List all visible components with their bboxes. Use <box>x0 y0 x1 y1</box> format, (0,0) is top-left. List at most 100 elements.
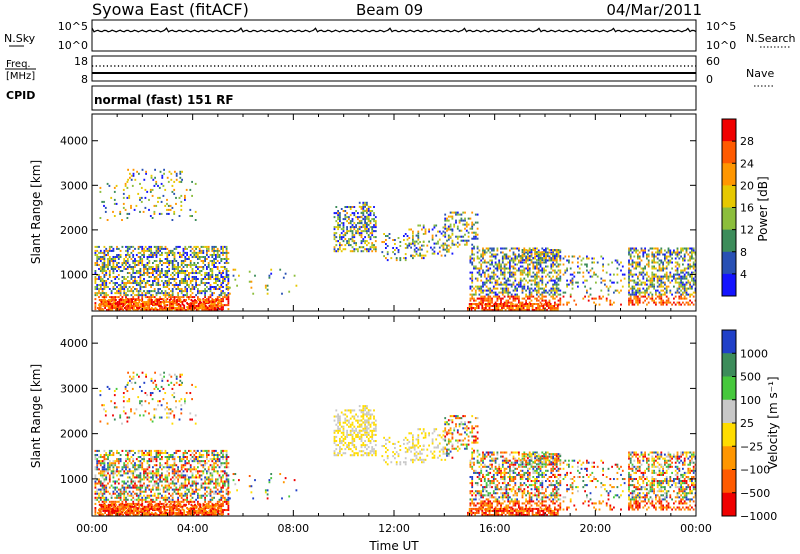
power-cell <box>491 261 493 264</box>
power-cell <box>683 295 686 298</box>
power-cell <box>539 297 542 300</box>
velocity-cell <box>112 507 115 510</box>
power-cell <box>665 271 668 274</box>
power-cell <box>545 285 547 288</box>
power-cell <box>513 309 516 312</box>
power-cell <box>534 275 536 278</box>
velocity-cell <box>108 478 111 481</box>
power-cell <box>193 249 196 252</box>
power-cell <box>433 224 436 227</box>
velocity-cell <box>99 484 102 487</box>
power-cell <box>526 305 529 308</box>
velocity-cell <box>146 452 149 455</box>
velocity-cell <box>126 476 129 479</box>
power-cell <box>223 245 226 248</box>
power-cell <box>691 279 693 282</box>
power-cell <box>509 261 511 264</box>
power-cell <box>124 182 127 185</box>
power-cell <box>189 208 192 211</box>
power-cell <box>404 243 407 246</box>
power-cell <box>554 301 556 304</box>
velocity-cell <box>114 486 117 489</box>
power-cell <box>367 228 370 231</box>
power-cell <box>517 305 520 308</box>
power-cell <box>488 305 491 308</box>
power-cell <box>349 220 352 223</box>
power-cell <box>108 262 111 265</box>
power-cell <box>410 254 412 257</box>
power-cell <box>353 226 356 229</box>
power-cell <box>152 280 154 283</box>
power-cell <box>128 266 131 269</box>
power-cell <box>104 307 106 310</box>
power-cell <box>422 226 425 229</box>
velocity-cell <box>96 488 99 491</box>
power-cell <box>453 243 456 246</box>
power-cell <box>665 303 668 306</box>
power-cell <box>689 267 691 270</box>
power-cell <box>371 218 374 221</box>
power-cell <box>673 285 675 288</box>
power-cell <box>431 234 434 237</box>
power-cell <box>555 265 558 268</box>
power-cell <box>496 249 499 252</box>
power-cell <box>344 210 347 213</box>
power-cell <box>469 287 472 290</box>
power-cell <box>489 301 492 304</box>
power-cell <box>134 276 136 279</box>
power-cell <box>189 260 192 263</box>
power-cell <box>227 294 230 297</box>
velocity-cell <box>139 480 142 483</box>
power-cell <box>197 278 199 281</box>
power-cell <box>164 270 167 273</box>
power-cell <box>404 259 407 262</box>
power-cell <box>537 285 540 288</box>
power-cell <box>173 286 176 289</box>
power-cell <box>628 249 630 252</box>
power-cell <box>189 215 192 218</box>
power-cell <box>691 287 693 290</box>
power-cell <box>521 285 524 288</box>
velocity-cell <box>110 464 113 467</box>
power-cell <box>545 299 547 302</box>
power-cell <box>496 247 499 250</box>
power-cell <box>620 261 622 264</box>
power-cell <box>413 248 416 251</box>
power-cell <box>683 253 686 256</box>
power-cell <box>182 294 185 297</box>
power-cell <box>509 269 511 272</box>
power-cell <box>637 283 639 286</box>
power-cell <box>227 288 229 291</box>
power-cell <box>126 217 129 220</box>
power-cell <box>683 273 686 276</box>
velocity-cell <box>94 474 97 477</box>
power-cell <box>188 305 191 308</box>
velocity-cell <box>155 454 158 457</box>
power-cell <box>139 260 142 263</box>
power-cell <box>662 277 664 280</box>
power-cell <box>188 256 190 259</box>
power-cell <box>514 255 517 258</box>
power-cell <box>674 303 677 306</box>
power-cell <box>96 294 99 297</box>
power-cell <box>195 254 197 257</box>
power-cell <box>122 299 124 302</box>
power-cell <box>197 251 199 254</box>
power-cell <box>144 282 147 285</box>
power-cell <box>496 265 499 268</box>
power-cell <box>367 217 370 220</box>
power-cell <box>134 272 136 275</box>
power-cell <box>177 296 179 299</box>
power-cell <box>476 303 478 306</box>
power-cell <box>444 242 447 245</box>
power-cell <box>680 285 682 288</box>
power-cell <box>137 260 140 263</box>
power-cell <box>545 261 547 264</box>
velocity-cell <box>103 484 106 487</box>
power-cell <box>180 254 183 257</box>
power-cell <box>107 254 109 257</box>
power-cell <box>665 285 668 288</box>
power-cell <box>102 301 105 304</box>
velocity-cell <box>143 452 145 455</box>
power-cell <box>514 297 517 300</box>
